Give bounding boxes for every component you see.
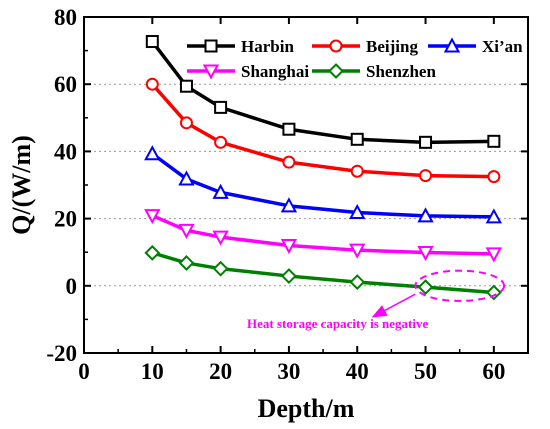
x-axis-label: Depth/m [258,394,355,423]
series-line [151,251,494,295]
legend-marker [328,63,344,79]
data-point [280,238,298,255]
data-point [178,170,195,186]
data-point [349,243,366,259]
data-point [350,164,364,178]
data-point [212,260,229,277]
annotation-arrow [371,293,416,318]
legend-item: Shanghai [187,62,309,81]
data-point [485,284,502,301]
x-tick-label: 50 [414,359,437,384]
series-line [151,213,494,256]
data-point [349,274,366,291]
data-point [144,145,161,161]
legend-label: Shanghai [241,62,309,81]
data-point [282,122,296,136]
data-point [281,268,297,284]
data-point [487,170,501,184]
legend-item: Harbin [187,37,294,56]
legend-item: Shenzhen [312,62,436,81]
series-shenzhen [144,244,502,301]
data-point [282,155,296,169]
series-xian [144,145,503,224]
data-point [214,135,228,149]
data-point [349,203,366,220]
y-tick-label: 40 [54,139,77,164]
data-point [178,223,195,239]
y-tick-label: -20 [46,341,77,366]
y-tick-label: 60 [54,72,77,97]
x-tick-label: 60 [482,359,505,384]
data-point [144,209,161,225]
series-harbin [145,35,501,149]
legend-marker [329,39,343,53]
data-point [417,207,434,223]
data-point [485,247,503,263]
data-point [212,183,229,199]
legend-marker [202,64,220,80]
legend-label: Harbin [241,37,294,56]
x-tick-label: 0 [78,359,90,384]
data-point [280,197,298,213]
legend: Harbin Beijing Xi’an Shanghai Shenzhen [187,37,523,81]
data-point [487,134,501,148]
data-point [417,246,434,262]
legend-label: Beijing [366,37,418,56]
data-point [145,35,159,49]
series-layer [144,35,503,301]
legend-label: Xi’an [482,37,523,56]
y-tick-label: 0 [66,274,78,299]
series-line [151,152,494,219]
data-point [419,135,433,149]
data-point [144,244,161,261]
legend-item: Xi’an [428,37,523,56]
y-tick-label: 80 [54,5,77,30]
data-point [419,169,433,183]
annotation-text: Heat storage capacity is negative [247,316,428,331]
series-line [150,40,494,145]
series-shanghai [144,209,503,263]
annotation: Heat storage capacity is negative [247,269,506,331]
negative-region-ellipse [414,269,506,302]
x-tick-label: 20 [209,359,232,384]
legend-marker [443,37,461,53]
data-point [485,208,503,224]
data-point [178,255,195,271]
gridlines [84,83,528,287]
x-tick-label: 40 [346,359,369,384]
y-axis-label: Q/(W/m) [7,135,36,235]
legend-item: Beijing [312,37,418,56]
legend-label: Shenzhen [366,62,436,81]
series-beijing [145,77,501,184]
data-point [212,230,229,246]
legend-marker [204,39,218,53]
data-point [214,100,228,114]
data-point [417,279,434,296]
data-point [145,77,159,91]
data-point [179,116,193,130]
x-tick-label: 30 [277,359,300,384]
y-tick-label: 20 [54,207,77,232]
data-point [350,132,364,146]
x-tick-label: 10 [141,359,164,384]
data-point [179,79,193,93]
